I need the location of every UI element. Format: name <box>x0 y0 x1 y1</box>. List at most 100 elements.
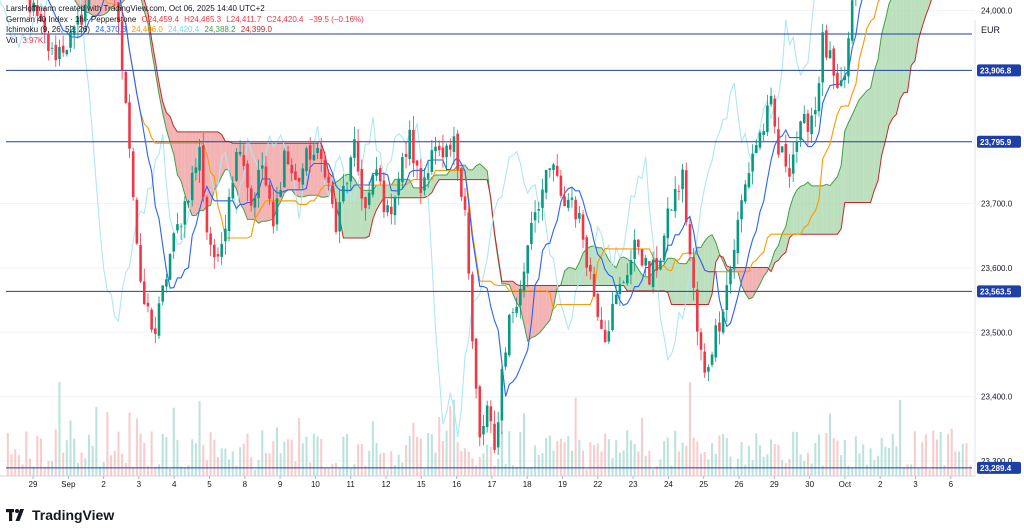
candle-body <box>673 188 677 212</box>
kumo-segment <box>852 106 856 203</box>
kumo-segment <box>159 82 163 114</box>
kumo-segment <box>162 101 167 130</box>
volume-bar <box>478 456 481 476</box>
kumo-segment <box>870 70 875 203</box>
volume-bar <box>884 446 887 476</box>
kumo-segment <box>92 0 97 16</box>
volume-bar <box>688 382 691 476</box>
tradingview-logo-icon <box>6 509 24 521</box>
candle-body <box>168 254 172 280</box>
candle-body <box>349 157 353 182</box>
candle-body <box>65 50 69 55</box>
volume-bar <box>128 412 131 476</box>
volume-bar <box>419 438 422 476</box>
candle-body <box>161 285 164 302</box>
candle-body <box>500 369 504 421</box>
price-axis[interactable]: 24,500.024,400.024,300.024,200.024,100.0… <box>981 0 1013 466</box>
ohlc-change: −39.5 (−0.16%) <box>308 14 364 24</box>
volume-bar <box>486 444 489 476</box>
candle-body <box>526 245 530 274</box>
candle-body <box>743 184 747 202</box>
horizontal-levels <box>6 33 972 469</box>
volume-bar <box>718 435 721 476</box>
level-tag-bg <box>977 285 1021 298</box>
candle-body <box>227 197 231 232</box>
volume-bar <box>559 438 562 476</box>
candle-body <box>146 302 150 307</box>
candle-body <box>836 72 839 88</box>
candle-body <box>179 226 183 228</box>
volume-bar <box>253 469 256 476</box>
ichimoku-legend[interactable]: Ichimoku (9, 26, 52, 26) 24,370.3 24,406… <box>6 25 364 36</box>
candle-body <box>603 330 607 342</box>
candle-body <box>209 233 212 245</box>
volume-bar <box>917 468 920 476</box>
currency-label[interactable]: EUR <box>981 25 1001 35</box>
candle-body <box>718 322 721 332</box>
candle-body <box>283 150 286 188</box>
volume-bar <box>246 433 249 476</box>
volume-bar <box>803 461 806 476</box>
time-tick-label: 25 <box>699 480 708 489</box>
candle-body <box>817 83 821 112</box>
volume-bar <box>320 438 323 476</box>
candle-body <box>268 184 271 199</box>
kumo-segment <box>181 131 185 195</box>
volume-bar <box>663 441 666 476</box>
ichimoku-cloud <box>74 0 932 342</box>
candle-body <box>319 149 323 159</box>
candle-body <box>260 165 264 169</box>
volume-legend[interactable]: Vol 3.97K <box>6 36 364 47</box>
candle-body <box>345 183 349 185</box>
volume-bar <box>382 452 385 476</box>
candle-body <box>39 14 43 22</box>
candle-body <box>714 325 718 358</box>
volume-bar <box>364 465 367 476</box>
volume-bar <box>21 464 24 476</box>
kumo-segment <box>848 114 853 203</box>
price-tick-label: 23,400.0 <box>981 393 1013 402</box>
candle-body <box>412 129 415 164</box>
volume-bar <box>692 437 695 476</box>
kumo-segment <box>682 263 687 305</box>
candle-body <box>401 157 404 183</box>
time-axis[interactable]: 29 Sep 2 3 4 5 8 9 10 11 12 15 16 17 18 19 22 23 24 25 26 29 3… <box>29 476 954 489</box>
candle-body <box>408 129 412 160</box>
volume-bar <box>298 418 301 476</box>
candle-body <box>515 306 518 314</box>
candle-body <box>135 199 139 244</box>
time-tick-label: 2 <box>878 480 883 489</box>
volume-bar <box>969 465 972 476</box>
volume-bar <box>545 438 548 476</box>
candle-body <box>732 249 736 270</box>
candle-body <box>773 98 777 127</box>
ichimoku-leading-a-value: 24,388.2 <box>204 25 236 34</box>
volume-bar <box>843 440 846 476</box>
kumo-segment <box>450 169 454 180</box>
volume-bar <box>430 434 433 476</box>
kumo-segment <box>911 0 915 66</box>
candle-body <box>235 152 238 181</box>
volume-bar <box>633 444 636 476</box>
volume-bar <box>817 434 821 476</box>
volume-bar <box>275 427 279 476</box>
candle-body <box>644 257 647 266</box>
volume-bar <box>202 444 205 476</box>
volume-bar <box>198 401 201 476</box>
candle-body <box>847 38 850 77</box>
volume-bar <box>408 436 411 476</box>
kumo-segment <box>855 99 860 203</box>
volume-bar <box>814 442 817 476</box>
volume-bar <box>567 435 570 476</box>
volume-bar <box>69 420 72 476</box>
volume-bar <box>758 445 762 476</box>
level-tag-label: 23,906.8 <box>980 66 1012 75</box>
time-tick-label: 3 <box>913 480 918 489</box>
ohlc-high: H24,465.3 <box>184 14 222 24</box>
volume-bar <box>574 397 577 476</box>
kumo-segment <box>166 112 171 143</box>
symbol-line[interactable]: German 40 Index · 1h · Pepperstone O24,4… <box>6 15 364 26</box>
candle-body <box>423 177 426 191</box>
volume-bar <box>740 442 743 476</box>
